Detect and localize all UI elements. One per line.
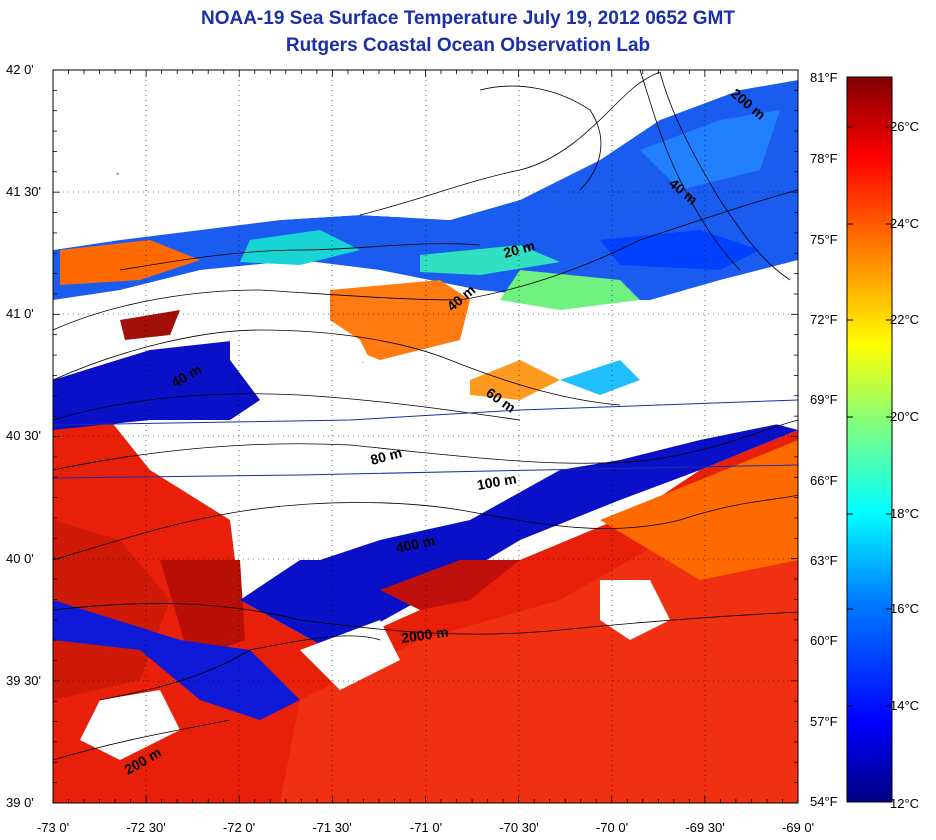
fahrenheit-tick-label: 78°F: [810, 151, 838, 166]
celsius-tick-label: 26°C: [890, 119, 920, 134]
lon-tick-label: -70 0': [595, 820, 629, 835]
fahrenheit-tick-label: 54°F: [810, 794, 838, 809]
lat-tick-label: 39 0': [6, 795, 34, 810]
graticule: [53, 70, 798, 803]
lat-tick-label: 41 30': [6, 184, 42, 199]
lon-tick-label: -69 0': [781, 820, 815, 835]
fahrenheit-tick-label: 63°F: [810, 553, 838, 568]
fahrenheit-tick-label: 69°F: [810, 392, 838, 407]
celsius-tick-label: 14°C: [890, 698, 920, 713]
lat-tick-label: 40 0': [6, 551, 34, 566]
map-subtitle: Rutgers Coastal Ocean Observation Lab: [285, 35, 651, 56]
sst-field: [53, 70, 798, 803]
fahrenheit-tick-label: 66°F: [810, 473, 838, 488]
celsius-tick-label: 16°C: [890, 601, 920, 616]
fahrenheit-tick-label: 57°F: [810, 714, 838, 729]
lat-tick-label: 39 30': [6, 673, 42, 688]
colorbar: [846, 76, 893, 803]
lon-tick-label: -71 30': [312, 820, 352, 835]
contour-label: 20 m: [502, 237, 537, 261]
fahrenheit-tick-label: 72°F: [810, 312, 838, 327]
lon-tick-label: -70 30': [499, 820, 539, 835]
map-title: NOAA-19 Sea Surface Temperature July 19,…: [200, 8, 735, 29]
lat-tick-label: 41 0': [6, 306, 34, 321]
lat-tick-label: 42 0': [6, 62, 34, 77]
fahrenheit-tick-label: 81°F: [810, 70, 838, 85]
lon-tick-label: -73 0': [36, 820, 70, 835]
contour-label: 100 m: [476, 470, 518, 493]
contour-label: 80 m: [369, 444, 404, 468]
celsius-tick-label: 18°C: [890, 506, 920, 521]
lon-tick-label: -71 0': [409, 820, 443, 835]
colorbar-ticks: [847, 126, 892, 707]
fahrenheit-tick-label: 75°F: [810, 232, 838, 247]
lon-tick-label: -69 30': [685, 820, 725, 835]
lon-tick-label: -72 30': [126, 820, 166, 835]
celsius-tick-label: 12°C: [890, 796, 920, 811]
contour-label: 2000 m: [400, 624, 449, 646]
lat-tick-label: 40 30': [6, 428, 42, 443]
celsius-tick-label: 24°C: [890, 216, 920, 231]
lon-tick-label: -72 0': [222, 820, 256, 835]
frame-ticks: [52, 69, 799, 804]
celsius-tick-label: 20°C: [890, 409, 920, 424]
fahrenheit-tick-label: 60°F: [810, 633, 838, 648]
celsius-tick-label: 22°C: [890, 312, 920, 327]
